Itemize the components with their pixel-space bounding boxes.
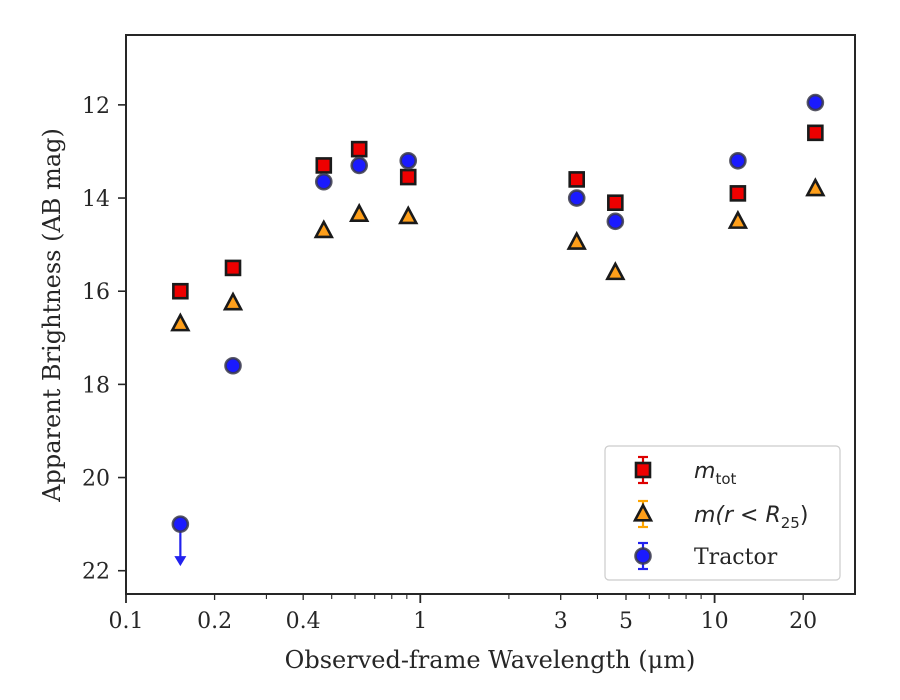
legend-label-sub: tot: [715, 470, 736, 488]
point-square: [607, 194, 624, 211]
legend: mtot m(r < R25) Tractor: [604, 445, 841, 581]
plot-frame: [125, 34, 856, 595]
point-triangle: [222, 291, 244, 311]
point-triangle: [170, 312, 191, 332]
point-circle: [314, 172, 333, 191]
legend-items: mtot m(r < R25) Tractor: [632, 455, 808, 571]
x-tick-label: 3: [554, 609, 568, 634]
x-tick-label: 5: [619, 609, 633, 634]
x-tick-label: 0.2: [197, 609, 232, 634]
point-circle: [399, 151, 418, 170]
legend-label-sub: 25: [781, 514, 800, 532]
data-marks: [170, 93, 826, 567]
x-axis-ticks: 0.1 0.2 0.4 1 3 5 10 20: [109, 594, 817, 634]
x-tick-label: 20: [789, 609, 817, 634]
point-square: [568, 171, 586, 188]
point-triangle: [566, 230, 587, 250]
legend-marker-square: [634, 461, 652, 479]
point-circle: [806, 93, 825, 112]
point-circle: [729, 151, 747, 170]
legend-marker-circle: [634, 547, 652, 565]
x-tick-label: 1: [413, 609, 427, 634]
legend-label: mtot: [694, 459, 736, 488]
y-axis-ticks: 12 14 16 18 20 22: [82, 94, 126, 585]
legend-marker-triangle: [632, 502, 654, 522]
upper-limit-arrow-head: [174, 556, 187, 567]
y-tick-label: 18: [82, 373, 110, 398]
point-square: [729, 185, 747, 202]
legend-label-tail: ): [800, 503, 809, 528]
legend-label-main: m(r < R: [694, 503, 781, 528]
legend-frame: [604, 445, 841, 581]
y-tick-label: 14: [82, 187, 110, 212]
point-circle: [224, 356, 242, 375]
point-square: [315, 157, 333, 174]
y-tick-label: 20: [82, 467, 110, 492]
point-circle: [171, 515, 190, 533]
point-circle: [567, 189, 586, 207]
point-square: [399, 168, 417, 186]
legend-label-main: m: [694, 459, 715, 484]
y-tick-label: 16: [82, 280, 110, 305]
point-triangle: [605, 261, 626, 281]
point-square: [350, 140, 368, 158]
point-square: [172, 282, 189, 300]
point-triangle: [727, 209, 749, 229]
legend-label: Tractor: [694, 545, 778, 570]
y-tick-label: 22: [82, 560, 110, 585]
point-circle: [606, 212, 625, 231]
point-triangle: [805, 177, 826, 197]
legend-label: m(r < R25): [694, 503, 808, 532]
point-triangle: [349, 202, 370, 222]
x-tick-label: 0.4: [286, 609, 321, 634]
x-tick-label: 0.1: [109, 609, 144, 634]
y-tick-label: 12: [82, 94, 110, 119]
y-axis-title: Apparent Brightness (AB mag): [38, 128, 66, 503]
point-triangle: [398, 205, 419, 225]
point-square: [807, 124, 824, 142]
point-circle: [350, 156, 368, 175]
x-tick-label: 10: [701, 609, 729, 634]
point-triangle: [313, 219, 334, 239]
point-square: [224, 259, 242, 277]
x-axis-title: Observed-frame Wavelength (μm): [285, 646, 696, 674]
